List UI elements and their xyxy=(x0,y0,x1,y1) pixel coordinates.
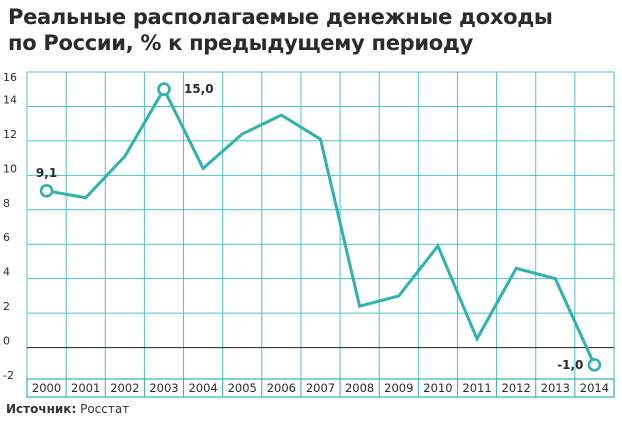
y-tick-label: 0 xyxy=(3,335,10,348)
x-tick-label: 2003 xyxy=(149,381,178,395)
y-tick-label: 6 xyxy=(3,231,10,244)
x-tick-label: 2005 xyxy=(228,381,257,395)
source-value: Росстат xyxy=(80,402,130,416)
series-line xyxy=(46,86,596,366)
y-tick-label: 10 xyxy=(3,162,17,175)
y-tick-label: 14 xyxy=(3,93,17,106)
x-tick-label: 2012 xyxy=(502,381,531,395)
data-point-marker xyxy=(587,357,602,372)
data-point-marker xyxy=(39,184,54,198)
x-tick-label: 2000 xyxy=(32,381,61,395)
x-tick-label: 2014 xyxy=(580,381,609,395)
x-tick-label: 2004 xyxy=(188,381,217,395)
x-tick-label: 2013 xyxy=(541,381,570,395)
x-tick-label: 2010 xyxy=(423,381,452,395)
line-chart: -2 0 2 4 6 8 10 12 14 16 2000 2001 2002 2003 2004 2005… xyxy=(3,71,615,398)
x-tick-label: 2008 xyxy=(345,381,374,395)
y-tick-label: 12 xyxy=(3,128,17,141)
x-tick-label: 2002 xyxy=(110,381,139,395)
y-tick-label: 4 xyxy=(3,266,10,279)
x-axis-band: 2000 2001 2002 2003 2004 2005 2006 2007 2008 2009… xyxy=(26,378,615,398)
chart-title-line-2: по России, % к предыдущему периоду xyxy=(8,31,473,55)
y-tick-label: 16 xyxy=(3,71,17,84)
y-tick-labels: -2 0 2 4 6 8 10 12 14 16 xyxy=(3,71,17,382)
data-label: 9,1 xyxy=(36,166,57,180)
x-tick-label: 2001 xyxy=(71,381,100,395)
chart-grid xyxy=(26,71,615,383)
x-tick-label: 2006 xyxy=(267,381,296,395)
x-tick-label: 2011 xyxy=(462,381,491,395)
data-point-marker xyxy=(157,82,171,97)
x-tick-label: 2007 xyxy=(306,381,335,395)
y-tick-label: -2 xyxy=(3,369,14,382)
x-axis-band-frame xyxy=(26,378,615,398)
data-labels: 9,1 15,0 -1,0 xyxy=(36,82,583,372)
chart-title: Реальные располагаемые денежные доходы п… xyxy=(8,4,618,56)
x-tick-label: 2009 xyxy=(384,381,413,395)
chart-title-line-1: Реальные располагаемые денежные доходы xyxy=(8,5,553,29)
data-label: -1,0 xyxy=(557,358,583,372)
y-tick-label: 8 xyxy=(3,197,10,210)
y-tick-label: 2 xyxy=(3,300,10,313)
source-label: Источник: xyxy=(6,402,77,416)
data-label: 15,0 xyxy=(184,82,214,96)
chart-series xyxy=(39,82,602,372)
source-note: Источник: Росстат xyxy=(6,402,129,416)
